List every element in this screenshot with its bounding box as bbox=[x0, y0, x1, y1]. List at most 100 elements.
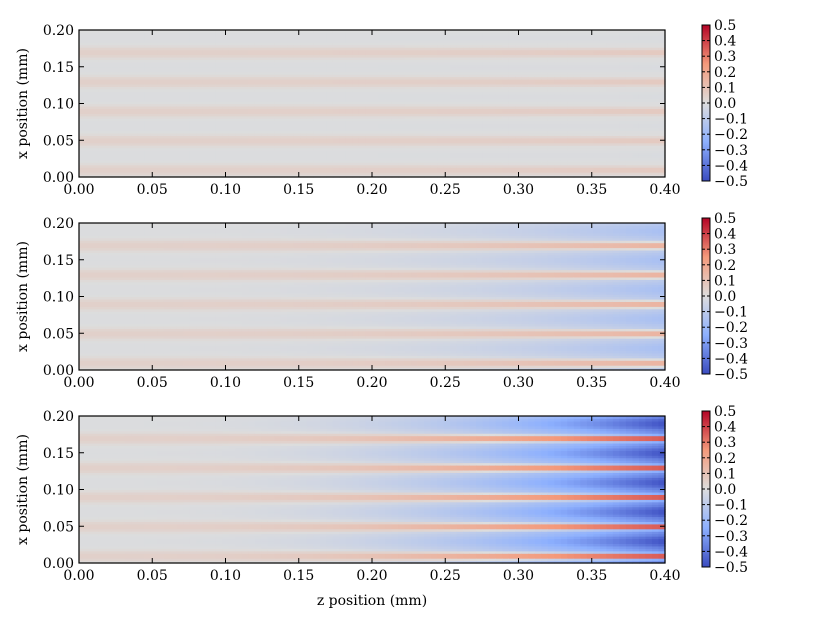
heatmap-cell bbox=[515, 39, 523, 43]
heatmap-cell bbox=[385, 103, 393, 107]
heatmap-cell bbox=[612, 30, 621, 34]
heatmap-cell bbox=[215, 105, 223, 109]
heatmap-cell bbox=[332, 150, 341, 154]
heatmap-cell bbox=[502, 113, 510, 117]
heatmap-cell bbox=[469, 83, 477, 87]
heatmap-cell bbox=[183, 59, 191, 63]
heatmap-cell bbox=[372, 74, 380, 78]
heatmap-cell bbox=[541, 69, 549, 73]
heatmap-cell bbox=[339, 110, 347, 114]
heatmap-cell bbox=[157, 74, 165, 78]
heatmap-cell bbox=[98, 44, 106, 48]
heatmap-cell bbox=[274, 125, 282, 129]
heatmap-cell bbox=[599, 108, 607, 112]
heatmap-cell bbox=[619, 159, 627, 163]
heatmap-cell bbox=[521, 110, 529, 114]
heatmap-cell bbox=[345, 174, 354, 178]
heatmap-cell bbox=[443, 83, 451, 87]
heatmap-cell bbox=[521, 56, 529, 60]
heatmap-cell bbox=[599, 76, 607, 80]
heatmap-cell bbox=[365, 44, 373, 48]
heatmap-cell bbox=[430, 142, 438, 146]
heatmap-cell bbox=[404, 150, 412, 154]
heatmap-cell bbox=[274, 64, 282, 68]
heatmap-cell bbox=[79, 140, 87, 144]
heatmap-cell bbox=[547, 154, 555, 158]
heatmap-cell bbox=[599, 135, 607, 139]
heatmap-cell bbox=[372, 135, 380, 139]
heatmap-cell bbox=[482, 83, 490, 87]
heatmap-cell bbox=[424, 103, 432, 107]
heatmap-cell bbox=[261, 52, 269, 56]
heatmap-cell bbox=[345, 162, 354, 166]
heatmap-cell bbox=[85, 128, 93, 132]
heatmap-cell bbox=[170, 128, 178, 132]
heatmap-cell bbox=[118, 103, 126, 107]
heatmap-cell bbox=[228, 154, 236, 158]
heatmap-cell bbox=[105, 83, 113, 87]
heatmap-cell bbox=[332, 115, 341, 119]
heatmap-cell bbox=[612, 59, 621, 63]
heatmap-cell bbox=[508, 174, 516, 178]
heatmap-cell bbox=[489, 145, 497, 149]
heatmap-cell bbox=[495, 130, 503, 134]
heatmap-cell bbox=[79, 76, 87, 80]
heatmap-cell bbox=[293, 145, 301, 149]
heatmap-cell bbox=[521, 162, 529, 166]
heatmap-cell bbox=[404, 137, 412, 141]
heatmap-cell bbox=[170, 115, 178, 119]
heatmap-cell bbox=[469, 167, 477, 171]
heatmap-cell bbox=[293, 125, 301, 129]
heatmap-cell bbox=[300, 120, 308, 124]
heatmap-cell bbox=[541, 64, 549, 68]
heatmap-cell bbox=[378, 54, 386, 58]
heatmap-cell bbox=[508, 154, 516, 158]
heatmap-cell bbox=[339, 115, 347, 119]
heatmap-cell bbox=[385, 130, 393, 134]
heatmap-cell bbox=[554, 164, 562, 168]
heatmap-cell bbox=[391, 47, 399, 51]
heatmap-cell bbox=[619, 162, 627, 166]
heatmap-cell bbox=[267, 59, 275, 63]
heatmap-cell bbox=[404, 167, 412, 171]
heatmap-cell bbox=[573, 83, 581, 87]
heatmap-cell bbox=[202, 140, 210, 144]
heatmap-cell bbox=[280, 174, 288, 178]
heatmap-cell bbox=[560, 105, 568, 109]
heatmap-cell bbox=[411, 47, 419, 51]
heatmap-cell bbox=[443, 86, 451, 90]
heatmap-cell bbox=[183, 154, 191, 158]
heatmap-cell bbox=[599, 54, 607, 58]
heatmap-cell bbox=[150, 110, 158, 114]
heatmap-cell bbox=[215, 154, 223, 158]
heatmap-cell bbox=[580, 167, 588, 171]
heatmap-cell bbox=[209, 145, 217, 149]
heatmap-cell bbox=[534, 32, 542, 36]
heatmap-cell bbox=[391, 59, 399, 63]
heatmap-cell bbox=[586, 159, 594, 163]
heatmap-cell bbox=[92, 123, 100, 127]
heatmap-cell bbox=[365, 152, 373, 156]
heatmap-cell bbox=[118, 154, 126, 158]
heatmap-cell bbox=[443, 164, 451, 168]
heatmap-cell bbox=[131, 172, 139, 176]
heatmap-cell bbox=[495, 162, 503, 166]
heatmap-cell bbox=[528, 64, 536, 68]
heatmap-cell bbox=[202, 162, 210, 166]
heatmap-cell bbox=[196, 113, 204, 117]
heatmap-cell bbox=[85, 137, 93, 141]
heatmap-cell bbox=[339, 145, 347, 149]
heatmap-cell bbox=[228, 66, 236, 70]
heatmap-cell bbox=[137, 56, 145, 60]
heatmap-cell bbox=[482, 34, 490, 38]
heatmap-cell bbox=[306, 130, 314, 134]
heatmap-cell bbox=[463, 37, 471, 41]
heatmap-cell bbox=[580, 103, 588, 107]
heatmap-cell bbox=[222, 132, 230, 136]
heatmap-cell bbox=[98, 96, 106, 100]
heatmap-cell bbox=[476, 125, 484, 129]
heatmap-cell bbox=[521, 174, 529, 178]
heatmap-cell bbox=[202, 98, 210, 102]
heatmap-cell bbox=[118, 44, 126, 48]
heatmap-cell bbox=[385, 49, 393, 53]
